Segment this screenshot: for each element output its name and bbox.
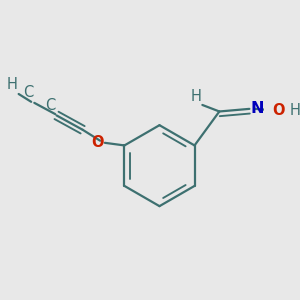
- Text: C: C: [45, 98, 55, 113]
- Text: O: O: [91, 134, 103, 149]
- Text: N: N: [251, 101, 264, 116]
- Text: H: H: [191, 89, 202, 104]
- Text: C: C: [23, 85, 34, 100]
- Text: H: H: [7, 77, 18, 92]
- Text: H: H: [290, 103, 300, 118]
- Text: O: O: [273, 103, 285, 118]
